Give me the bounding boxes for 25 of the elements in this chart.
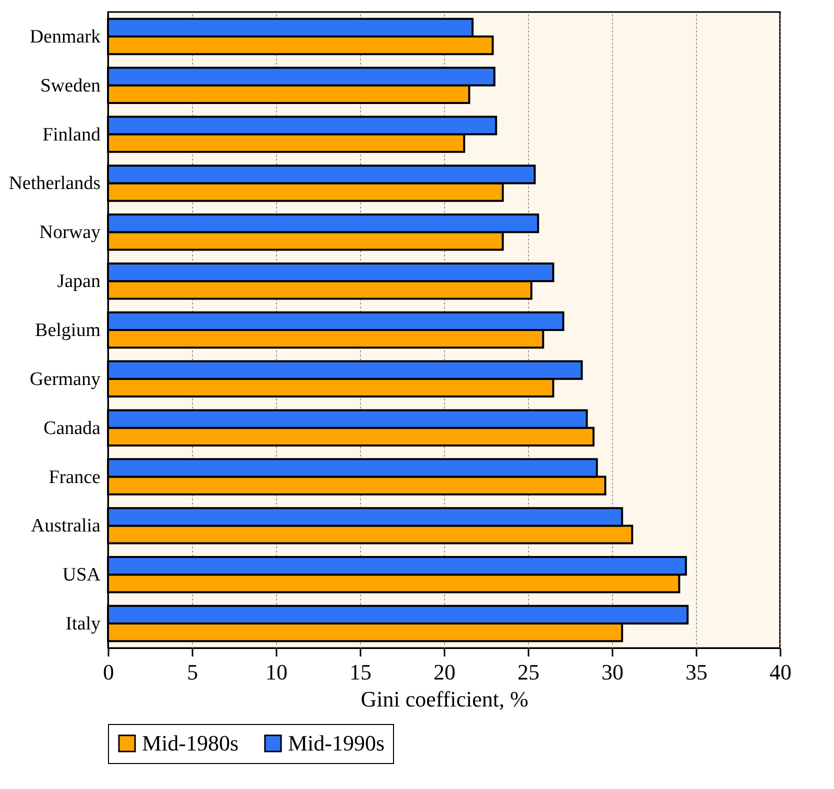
x-tick-label: 10 (266, 660, 288, 684)
x-tick-label: 20 (434, 660, 456, 684)
legend-label: Mid-1980s (142, 730, 239, 756)
y-tick-label: Germany (30, 368, 101, 390)
y-tick-label: Norway (39, 222, 101, 244)
legend-label: Mid-1990s (288, 730, 385, 756)
x-tick-label: 15 (350, 660, 372, 684)
x-tick-label: 5 (187, 660, 198, 684)
x-axis-title: Gini coefficient, % (360, 686, 528, 712)
y-tick-label: Sweden (40, 75, 101, 96)
x-tick-label: 0 (103, 660, 114, 684)
x-tick-label: 35 (686, 660, 708, 684)
y-tick-label: USA (62, 564, 101, 586)
y-tick-label: Italy (66, 614, 101, 635)
y-tick-label: Japan (57, 271, 101, 292)
x-tick-label: 30 (602, 660, 624, 684)
y-tick-label: Australia (30, 516, 102, 537)
y-tick-label: Canada (44, 418, 102, 439)
y-tick-label: Finland (42, 124, 101, 146)
x-tick-label: 40 (770, 660, 792, 684)
x-tick-label: 25 (518, 660, 540, 684)
y-tick-label: France (48, 466, 100, 488)
y-tick-label: Belgium (35, 320, 101, 341)
y-tick-label: Denmark (30, 26, 101, 48)
y-tick-label: Netherlands (8, 173, 100, 194)
